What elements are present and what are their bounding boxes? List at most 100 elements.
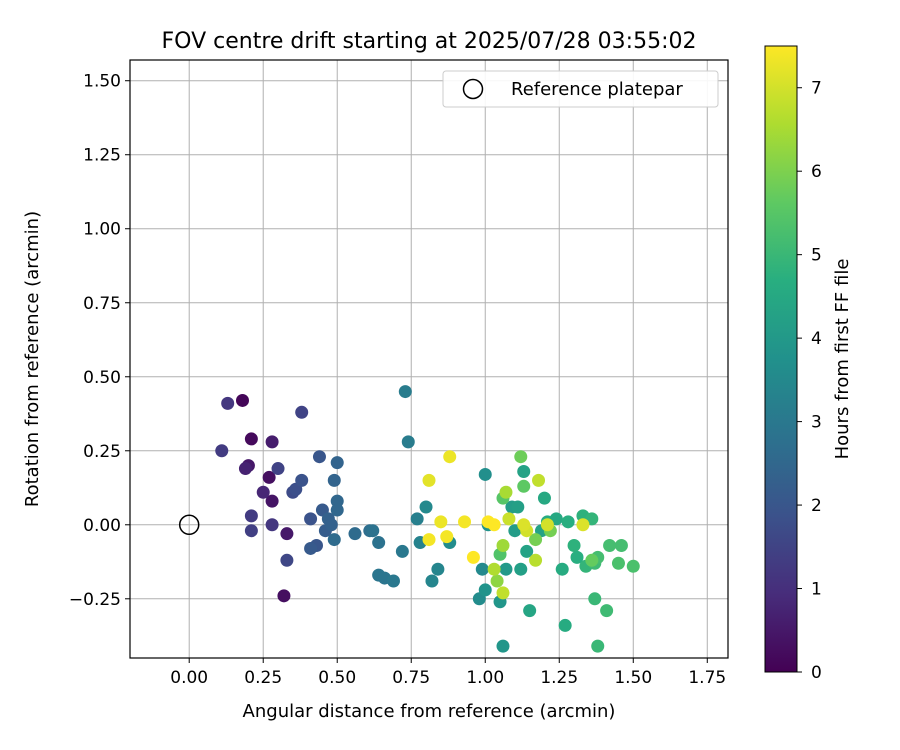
reference-marker: [178, 514, 200, 536]
colorbar-tick-label: 7: [811, 79, 822, 99]
data-point: [520, 544, 534, 558]
legend-marker-icon: [462, 78, 484, 100]
x-axis-label: Angular distance from reference (arcmin): [243, 701, 616, 722]
y-tick-label: 0.00: [83, 516, 121, 536]
data-point: [312, 450, 326, 464]
data-point: [256, 485, 270, 499]
data-point: [517, 464, 531, 478]
data-point: [244, 509, 258, 523]
data-point: [304, 541, 318, 555]
data-point: [487, 518, 501, 532]
data-point: [490, 574, 504, 588]
data-point: [295, 473, 309, 487]
x-tick-label: 1.50: [614, 668, 652, 688]
y-axis-ticks: −0.25 0.00 0.25 0.50 0.75 1.00 1.25 1.50: [69, 72, 130, 610]
legend-box: [442, 70, 719, 108]
data-point: [422, 473, 436, 487]
data-point: [603, 539, 617, 553]
y-tick-label: 1.25: [83, 146, 121, 166]
colorbar: 0 1 2 3 4 5 6 7 Hours from first FF file: [764, 45, 853, 683]
colorbar-gradient: [764, 45, 798, 673]
data-point: [600, 604, 614, 618]
data-point: [265, 435, 279, 449]
data-point: [523, 604, 537, 618]
data-point: [517, 479, 531, 493]
data-point: [327, 473, 341, 487]
data-point: [478, 583, 492, 597]
data-point: [419, 500, 433, 514]
data-point: [271, 462, 285, 476]
data-point: [529, 533, 543, 547]
data-point: [324, 518, 338, 532]
colorbar-tick-label: 4: [811, 329, 822, 349]
data-point: [576, 518, 590, 532]
plot-frame: [129, 59, 729, 659]
colorbar-label: Hours from first FF file: [832, 259, 853, 460]
data-point: [517, 518, 531, 532]
x-tick-label: 1.00: [466, 668, 504, 688]
data-point: [327, 533, 341, 547]
data-point: [304, 512, 318, 526]
data-point: [496, 539, 510, 553]
data-point: [244, 524, 258, 538]
data-point: [440, 530, 454, 544]
data-point: [244, 432, 258, 446]
y-tick-label: −0.25: [69, 590, 121, 610]
colorbar-tick-label: 1: [811, 580, 822, 600]
x-axis-ticks: 0.00 0.25 0.50 0.75 1.00 1.25 1.50 1.75: [170, 658, 726, 688]
data-point: [499, 562, 513, 576]
data-point: [431, 562, 445, 576]
data-point: [443, 450, 457, 464]
data-point: [280, 527, 294, 541]
x-tick-label: 1.75: [688, 668, 726, 688]
data-point: [514, 562, 528, 576]
colorbar-tick-label: 2: [811, 496, 822, 516]
data-point: [555, 562, 569, 576]
data-point: [561, 515, 575, 529]
data-point: [235, 393, 249, 407]
data-point: [398, 385, 412, 399]
x-tick-label: 0.25: [244, 668, 282, 688]
chart-title: FOV centre drift starting at 2025/07/28 …: [162, 29, 697, 54]
data-point: [425, 574, 439, 588]
data-point: [330, 503, 344, 517]
data-point: [466, 550, 480, 564]
data-point: [238, 462, 252, 476]
data-point: [262, 470, 276, 484]
data-point: [265, 494, 279, 508]
data-point: [366, 524, 380, 538]
y-tick-label: 1.50: [83, 72, 121, 92]
data-point: [265, 518, 279, 532]
data-point: [348, 527, 362, 541]
data-point: [280, 553, 294, 567]
data-point: [511, 500, 525, 514]
data-point: [614, 539, 628, 553]
data-point: [585, 553, 599, 567]
grid-lines: [130, 60, 728, 658]
data-point: [434, 515, 448, 529]
data-point: [372, 536, 386, 550]
data-point: [215, 444, 229, 458]
y-tick-label: 1.00: [83, 220, 121, 240]
data-point: [330, 456, 344, 470]
x-tick-label: 0.00: [170, 668, 208, 688]
data-point: [611, 556, 625, 570]
data-point: [478, 467, 492, 481]
data-point: [532, 473, 546, 487]
data-point: [401, 435, 415, 449]
data-point: [277, 589, 291, 603]
y-tick-label: 0.25: [83, 442, 121, 462]
data-point: [395, 544, 409, 558]
data-point: [386, 574, 400, 588]
data-point: [570, 550, 584, 564]
y-tick-label: 0.75: [83, 294, 121, 314]
data-point: [499, 485, 513, 499]
legend-entry-label: Reference platepar: [511, 79, 683, 100]
legend: Reference platepar: [442, 70, 719, 108]
data-point: [537, 491, 551, 505]
data-point: [496, 586, 510, 600]
colorbar-tick-label: 5: [811, 246, 822, 266]
data-point: [458, 515, 472, 529]
data-point: [487, 562, 501, 576]
